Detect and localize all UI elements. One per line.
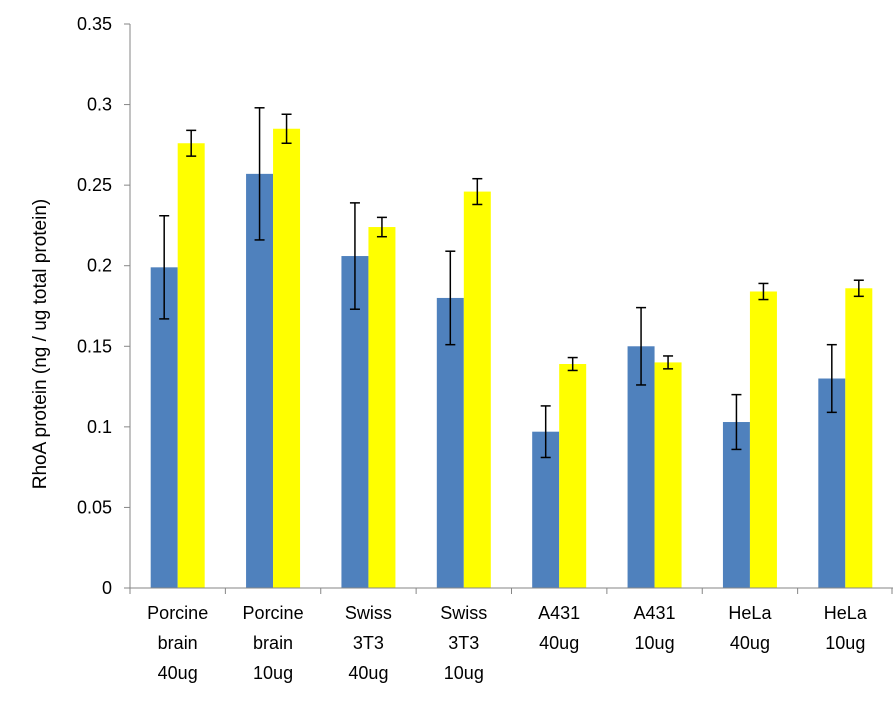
error-bar bbox=[281, 113, 292, 144]
y-tick-label: 0.25 bbox=[77, 175, 112, 195]
error-bar bbox=[826, 343, 837, 414]
bar bbox=[654, 362, 682, 588]
bar bbox=[436, 297, 464, 588]
category-label: HeLa 40ug bbox=[728, 603, 772, 653]
bar bbox=[845, 288, 873, 588]
bar bbox=[463, 191, 491, 589]
bar bbox=[818, 378, 846, 588]
bar bbox=[368, 227, 396, 589]
category-label: Porcine brain 10ug bbox=[243, 603, 304, 683]
error-bar bbox=[445, 250, 456, 346]
bar bbox=[341, 256, 369, 588]
bar bbox=[627, 346, 655, 588]
error-bar bbox=[731, 393, 742, 451]
y-tick-label: 0.3 bbox=[87, 95, 112, 115]
bars bbox=[150, 128, 873, 589]
bar bbox=[749, 291, 777, 588]
y-axis-title: RhoA protein (ng / ug total protein) bbox=[30, 199, 51, 489]
axes bbox=[129, 24, 893, 594]
error-bar bbox=[159, 215, 170, 320]
bar bbox=[246, 173, 274, 588]
bar bbox=[559, 364, 587, 588]
error-bar bbox=[376, 216, 387, 238]
y-tick-label: 0 bbox=[102, 578, 112, 598]
y-tick-label: 0.2 bbox=[87, 256, 112, 276]
error-bar bbox=[663, 355, 674, 370]
y-tick-label: 0.15 bbox=[77, 336, 112, 356]
y-tick-label: 0.1 bbox=[87, 417, 112, 437]
category-label: Swiss 3T3 10ug bbox=[440, 603, 487, 683]
error-bar bbox=[567, 356, 578, 372]
category-label: HeLa 10ug bbox=[824, 603, 868, 653]
error-bar bbox=[540, 405, 551, 459]
error-bar bbox=[349, 202, 360, 310]
error-bar bbox=[472, 177, 483, 206]
y-tick-label: 0.35 bbox=[77, 14, 112, 34]
error-bar bbox=[254, 107, 265, 241]
y-tick-label: 0.05 bbox=[77, 497, 112, 517]
bar bbox=[150, 267, 178, 588]
category-label: Swiss 3T3 40ug bbox=[345, 603, 392, 683]
category-label: A431 10ug bbox=[634, 603, 676, 653]
bar bbox=[177, 143, 205, 588]
error-bar bbox=[636, 306, 647, 386]
category-label: A431 40ug bbox=[538, 603, 580, 653]
category-labels: Porcine brain 40ug Porcine brain 10ug Swiss 3T3… bbox=[147, 603, 868, 683]
error-bars bbox=[159, 107, 864, 459]
error-bar bbox=[853, 279, 864, 298]
bar bbox=[273, 128, 301, 588]
error-bar bbox=[758, 282, 769, 301]
error-bar bbox=[186, 129, 197, 157]
y-axis-ticks: 0 0.05 0.1 0.15 0.2 0.25 0.3 0.35 bbox=[77, 14, 130, 598]
category-label: Porcine brain 40ug bbox=[147, 603, 208, 683]
